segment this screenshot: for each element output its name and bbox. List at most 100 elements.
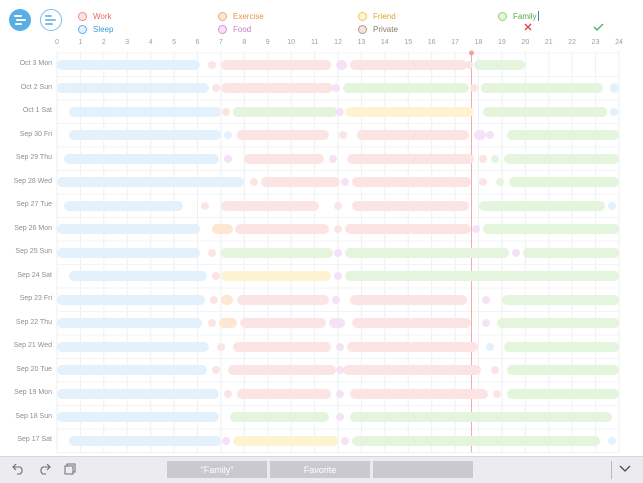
activity-block-family[interactable] bbox=[345, 271, 619, 281]
day-row[interactable]: Sep 22 Thu bbox=[0, 312, 643, 335]
checkmark-icon[interactable] bbox=[593, 23, 604, 31]
legend-label-family[interactable]: Family bbox=[513, 11, 537, 21]
activity-dot-sleep[interactable] bbox=[223, 131, 232, 139]
activity-block-family[interactable] bbox=[473, 59, 526, 70]
activity-dot-work[interactable] bbox=[207, 319, 216, 327]
activity-block-sleep[interactable] bbox=[57, 341, 210, 352]
activity-block-family[interactable] bbox=[478, 200, 605, 211]
activity-dot-food[interactable] bbox=[511, 248, 520, 257]
undo-icon[interactable] bbox=[12, 463, 25, 475]
activity-block-work[interactable] bbox=[244, 153, 324, 164]
activity-block-family[interactable] bbox=[483, 224, 619, 234]
activity-dot-work[interactable] bbox=[212, 366, 221, 374]
activity-block-sleep[interactable] bbox=[68, 435, 221, 446]
activity-dot-work[interactable] bbox=[479, 178, 488, 186]
activity-block-work[interactable] bbox=[349, 59, 467, 70]
filter-tab-favorite[interactable]: Favorite bbox=[270, 461, 370, 478]
activity-dot-work[interactable] bbox=[221, 107, 230, 116]
activity-dot-food[interactable] bbox=[334, 248, 342, 257]
day-row[interactable]: Sep 24 Sat bbox=[0, 265, 643, 288]
activity-block-family[interactable] bbox=[342, 83, 470, 93]
activity-dot-work[interactable] bbox=[465, 60, 474, 69]
activity-block-sleep[interactable] bbox=[609, 83, 619, 93]
activity-block-family[interactable] bbox=[352, 435, 601, 446]
activity-block-sleep[interactable] bbox=[57, 294, 205, 305]
activity-block-family[interactable] bbox=[480, 83, 603, 93]
activity-dot-sleep[interactable] bbox=[486, 342, 495, 351]
activity-dot-work[interactable] bbox=[469, 84, 478, 92]
activity-block-family[interactable] bbox=[230, 412, 329, 422]
activity-dot-sleep[interactable] bbox=[607, 201, 616, 210]
activity-dot-food[interactable] bbox=[336, 107, 345, 116]
activity-block-family[interactable] bbox=[504, 341, 619, 352]
activity-dot-work[interactable] bbox=[338, 131, 347, 139]
day-row[interactable]: Sep 23 Fri bbox=[0, 288, 643, 311]
activity-dot-work[interactable] bbox=[479, 154, 488, 163]
activity-block-sleep[interactable] bbox=[57, 59, 200, 70]
activity-dot-food[interactable] bbox=[329, 154, 338, 163]
activity-dot-food[interactable] bbox=[221, 436, 230, 445]
day-row[interactable]: Sep 30 Fri bbox=[0, 124, 643, 147]
activity-block-work[interactable] bbox=[260, 177, 341, 187]
activity-dot-work[interactable] bbox=[223, 389, 232, 398]
activity-dot-food[interactable] bbox=[331, 84, 340, 92]
activity-block-work[interactable] bbox=[237, 388, 331, 399]
activity-block-exercise[interactable] bbox=[218, 318, 238, 328]
activity-dot-food[interactable] bbox=[336, 342, 345, 351]
activity-dot-food[interactable] bbox=[336, 389, 345, 398]
day-row[interactable]: Sep 29 Thu bbox=[0, 147, 643, 170]
activity-dot-work[interactable] bbox=[212, 84, 221, 92]
activity-dot-sleep[interactable] bbox=[610, 107, 619, 116]
activity-block-work[interactable] bbox=[239, 318, 327, 328]
activity-block-sleep[interactable] bbox=[57, 224, 200, 234]
activity-dot-food[interactable] bbox=[341, 436, 350, 445]
activity-block-work[interactable] bbox=[220, 59, 331, 70]
activity-block-food[interactable] bbox=[328, 318, 346, 328]
activity-block-work[interactable] bbox=[220, 83, 334, 93]
activity-dot-food[interactable] bbox=[472, 225, 481, 233]
day-row[interactable]: Sep 17 Sat bbox=[0, 429, 643, 452]
activity-block-food[interactable] bbox=[335, 59, 348, 70]
activity-block-sleep[interactable] bbox=[57, 83, 210, 93]
activity-dot-sleep[interactable] bbox=[607, 436, 616, 445]
activity-block-work[interactable] bbox=[352, 177, 472, 187]
activity-dot-food[interactable] bbox=[334, 272, 342, 280]
activity-dot-food[interactable] bbox=[336, 366, 345, 374]
activity-block-work[interactable] bbox=[349, 294, 467, 305]
legend-item-family[interactable]: Family bbox=[498, 9, 539, 23]
activity-block-family[interactable] bbox=[220, 247, 334, 258]
activity-block-work[interactable] bbox=[237, 294, 329, 305]
activity-block-sleep[interactable] bbox=[57, 388, 219, 399]
activity-block-work[interactable] bbox=[356, 130, 470, 140]
list-mode-button[interactable] bbox=[40, 9, 62, 31]
activity-block-work[interactable] bbox=[347, 153, 474, 164]
activity-dot-work[interactable] bbox=[207, 60, 216, 69]
filter-tab-empty[interactable] bbox=[373, 461, 473, 478]
day-row[interactable]: Sep 18 Sun bbox=[0, 406, 643, 429]
activity-dot-work[interactable] bbox=[493, 389, 502, 398]
day-row[interactable]: Oct 3 Mon bbox=[0, 53, 643, 76]
activity-block-work[interactable] bbox=[237, 130, 329, 140]
activity-block-friend[interactable] bbox=[232, 435, 338, 446]
activity-dot-food[interactable] bbox=[481, 295, 490, 304]
activity-block-family[interactable] bbox=[508, 177, 619, 187]
filter-tab-family[interactable]: "Family" bbox=[167, 461, 267, 478]
legend-item-sleep[interactable]: Sleep bbox=[78, 22, 113, 36]
legend-item-food[interactable]: Food bbox=[218, 22, 251, 36]
activity-block-sleep[interactable] bbox=[68, 271, 207, 281]
day-row[interactable]: Sep 28 Wed bbox=[0, 171, 643, 194]
activity-dot-family[interactable] bbox=[495, 178, 504, 186]
activity-block-food[interactable] bbox=[473, 130, 486, 140]
activity-dot-food[interactable] bbox=[486, 131, 495, 139]
day-row[interactable]: Sep 27 Tue bbox=[0, 194, 643, 217]
activity-block-exercise[interactable] bbox=[211, 224, 233, 234]
activity-block-sleep[interactable] bbox=[68, 106, 221, 117]
activity-block-family[interactable] bbox=[232, 106, 338, 117]
activity-dot-work[interactable] bbox=[216, 342, 225, 351]
activity-dot-work[interactable] bbox=[334, 225, 342, 233]
activity-block-family[interactable] bbox=[506, 365, 619, 375]
close-icon[interactable] bbox=[524, 23, 532, 31]
activity-block-work[interactable] bbox=[220, 200, 320, 211]
activity-dot-family[interactable] bbox=[490, 154, 499, 163]
activity-block-friend[interactable] bbox=[345, 106, 474, 117]
